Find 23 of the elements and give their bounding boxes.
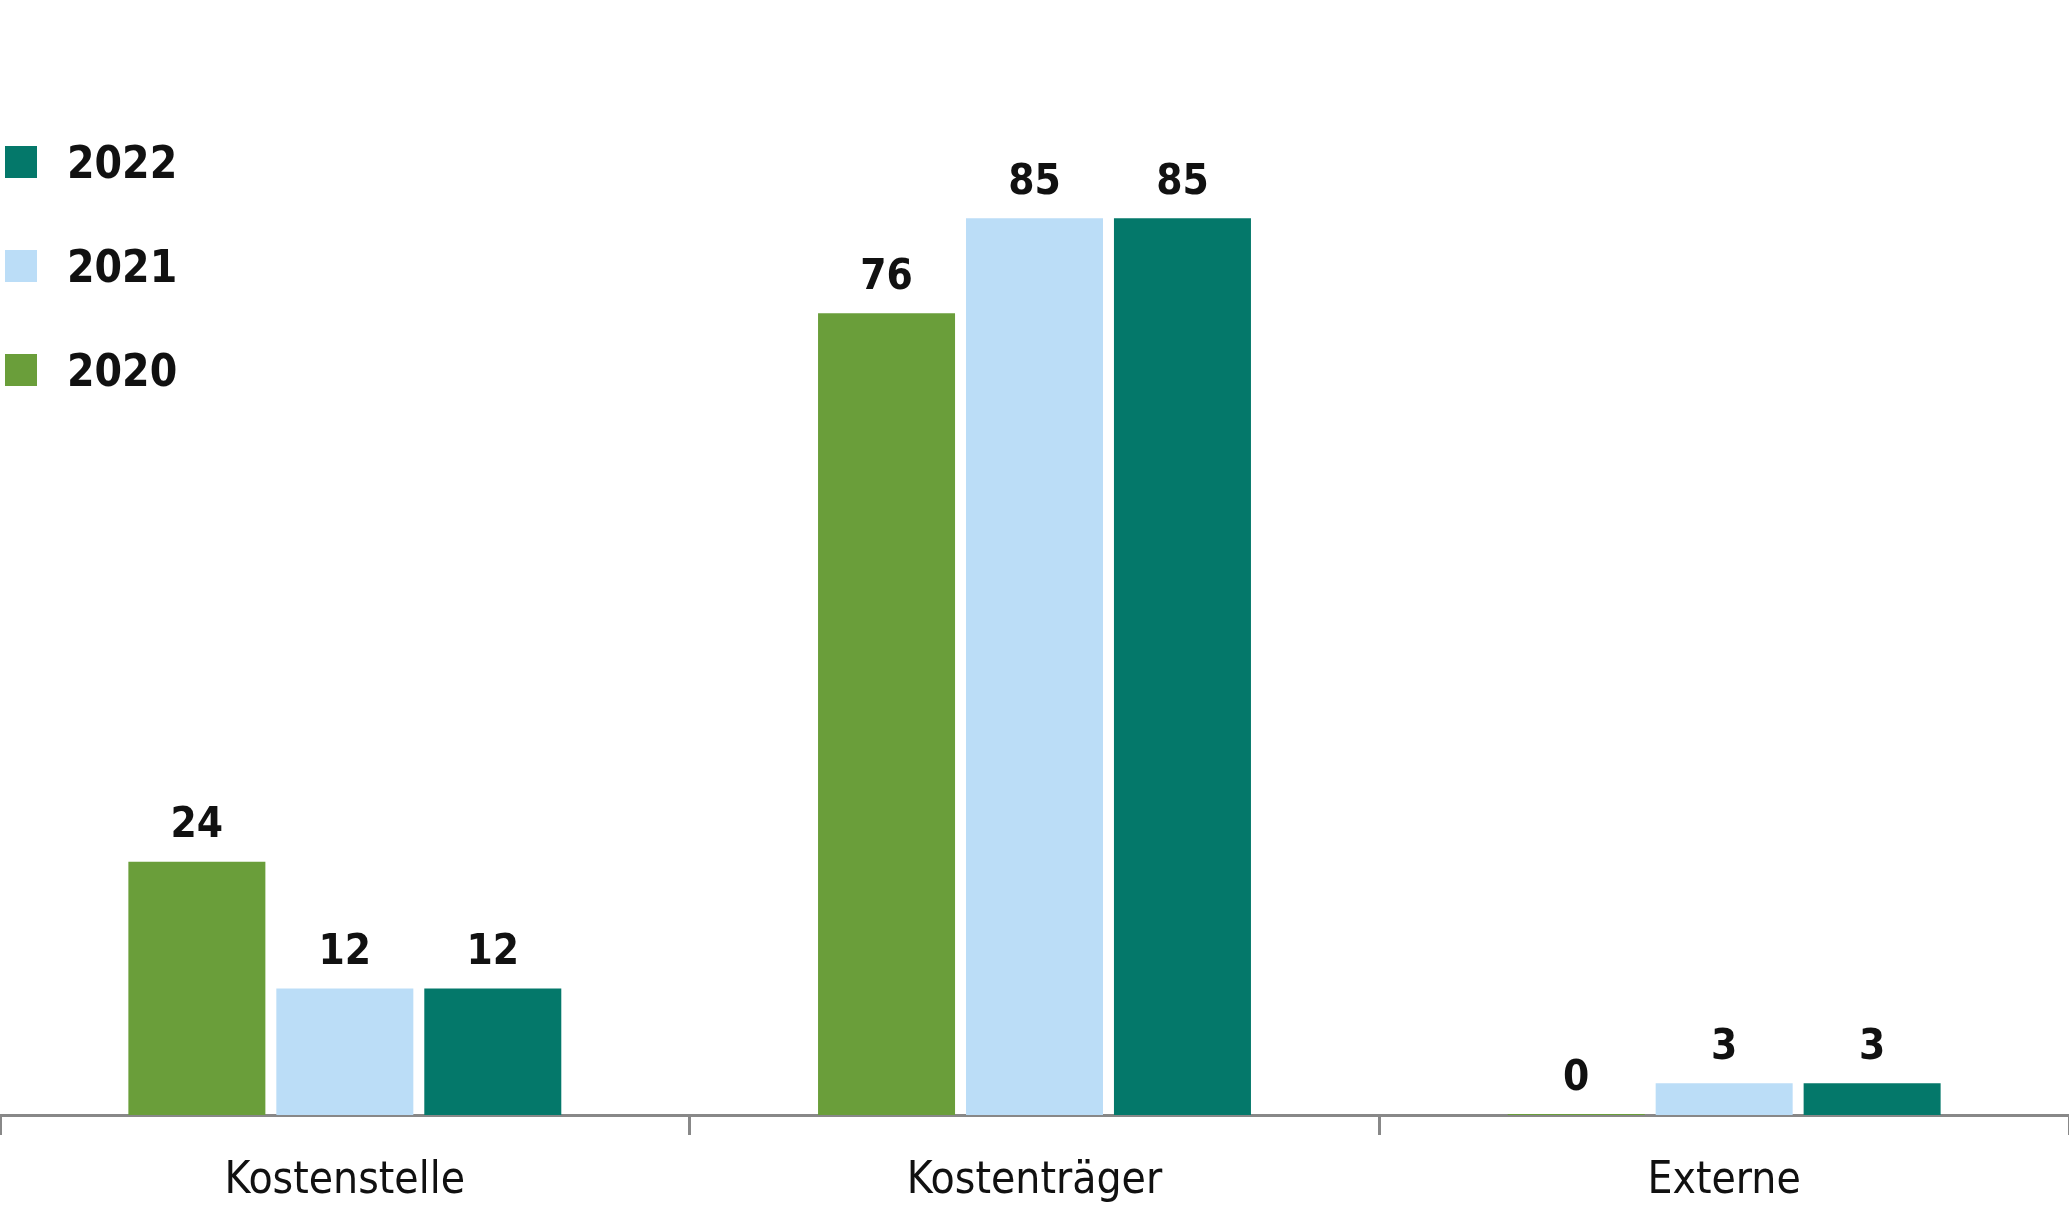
bar (128, 861, 266, 1115)
data-label: 0 (1563, 1050, 1590, 1100)
data-label: 3 (1858, 1019, 1886, 1069)
data-label: 24 (170, 798, 224, 848)
bar (1113, 218, 1251, 1115)
data-label: 85 (1008, 154, 1061, 204)
data-label: 3 (1711, 1019, 1738, 1069)
legend-label: 2020 (67, 344, 178, 396)
x-tick-label: Externe (1647, 1151, 1801, 1203)
bar (1803, 1083, 1941, 1115)
legend-label: 2021 (67, 240, 178, 292)
data-label: 12 (318, 924, 372, 974)
legend-label: 2022 (67, 136, 178, 188)
data-label: 76 (860, 249, 913, 299)
data-label: 12 (466, 924, 520, 974)
bar (276, 988, 414, 1115)
bar (966, 218, 1103, 1115)
bar (424, 988, 562, 1115)
bar (818, 313, 956, 1115)
data-label: 85 (1156, 154, 1209, 204)
x-tick-label: Kostenträger (906, 1151, 1163, 1203)
x-tick-label: Kostenstelle (224, 1151, 466, 1203)
bar (1655, 1083, 1793, 1115)
